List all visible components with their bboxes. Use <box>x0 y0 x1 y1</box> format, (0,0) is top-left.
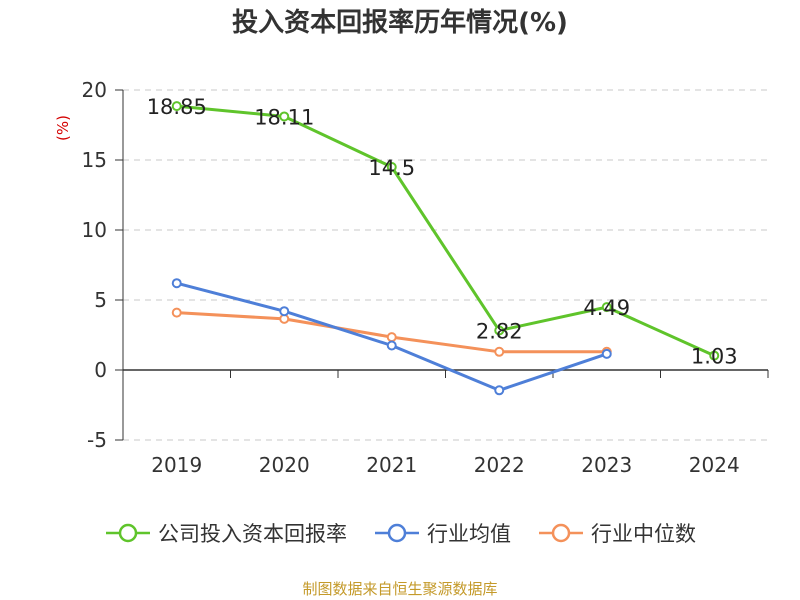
data-labels: 18.85 18.11 14.5 2.82 4.49 1.03 <box>147 95 738 368</box>
data-point[interactable] <box>494 385 505 396</box>
legend-label: 公司投入资本回报率 <box>158 522 347 546</box>
x-tick-label: 2019 <box>151 453 202 477</box>
data-point[interactable] <box>171 278 182 289</box>
data-point[interactable] <box>279 306 290 317</box>
y-tick-label: 0 <box>94 358 107 382</box>
chart-title: 投入资本回报率历年情况(%) <box>232 8 568 38</box>
data-point[interactable] <box>709 350 720 361</box>
data-point[interactable] <box>386 332 397 343</box>
y-tick-label: -5 <box>87 428 107 452</box>
y-tick-label: 15 <box>82 148 107 172</box>
x-tick-label: 2024 <box>689 453 740 477</box>
data-label: 14.5 <box>368 156 415 180</box>
data-label: 4.49 <box>583 296 630 320</box>
data-label: 18.11 <box>254 105 314 129</box>
y-tick-label: 20 <box>82 78 107 102</box>
data-point[interactable] <box>171 307 182 318</box>
legend: 公司投入资本回报率 行业均值 行业中位数 <box>0 518 800 548</box>
source-note: 制图数据来自恒生聚源数据库 <box>302 580 498 598</box>
x-tick-label: 2021 <box>366 453 417 477</box>
y-axis-label: (%) <box>54 115 72 141</box>
x-tick-label: 2020 <box>259 453 310 477</box>
data-label: 2.82 <box>476 320 523 344</box>
data-point[interactable] <box>386 340 397 351</box>
data-point[interactable] <box>279 111 290 122</box>
data-point[interactable] <box>171 101 182 112</box>
data-point[interactable] <box>386 162 397 172</box>
series <box>171 101 720 396</box>
y-tick-label: 10 <box>82 218 107 242</box>
series-line-0 <box>176 104 715 357</box>
legend-line-marker-icon <box>375 523 419 543</box>
y-tick-label: 5 <box>94 288 107 312</box>
legend-line-marker-icon <box>539 523 583 543</box>
legend-item-company[interactable]: 公司投入资本回报率 <box>104 518 347 548</box>
data-label: 18.85 <box>147 95 207 119</box>
data-point[interactable] <box>494 325 505 336</box>
grid <box>123 89 768 441</box>
data-point[interactable] <box>601 348 612 359</box>
data-point[interactable] <box>494 346 505 357</box>
legend-label: 行业均值 <box>427 522 511 546</box>
legend-item-industry-median[interactable]: 行业中位数 <box>537 518 696 548</box>
legend-label: 行业中位数 <box>591 522 696 546</box>
data-point[interactable] <box>601 302 612 313</box>
legend-item-industry-mean[interactable]: 行业均值 <box>373 518 511 548</box>
legend-line-marker-icon <box>106 523 150 543</box>
x-tick-label: 2023 <box>581 453 632 477</box>
x-tick-label: 2022 <box>474 453 525 477</box>
data-label: 1.03 <box>691 345 738 369</box>
axes: 20 15 10 5 0 -5 2019 2020 2021 2022 2023 2024 <box>82 78 769 477</box>
